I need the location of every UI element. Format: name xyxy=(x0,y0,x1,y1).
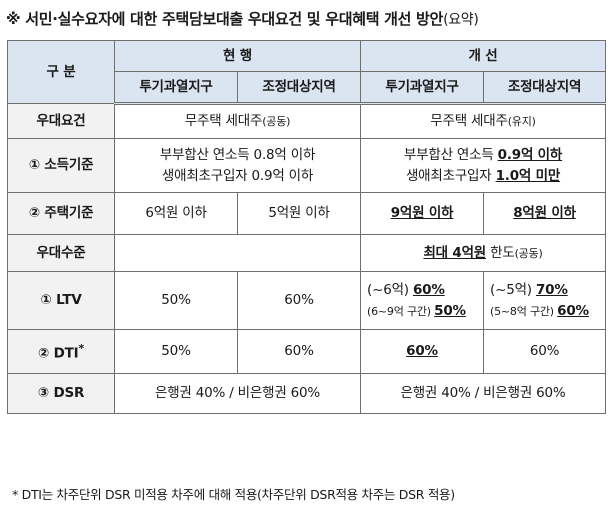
dti-footnote-mark: * xyxy=(78,342,85,356)
row-label-dti: ② DTI* xyxy=(7,329,115,374)
row-label-level: 우대수준 xyxy=(7,234,115,272)
income-current: 부부합산 연소득 0.8억 이하 생애최초구입자 0.9억 이하 xyxy=(113,138,362,193)
row-label-ltv: ① LTV xyxy=(7,271,115,330)
footnote: * DTI는 차주단위 DSR 미적용 차주에 대해 적용(차주단위 DSR적용… xyxy=(12,487,455,502)
dsr-improved: 은행권 40% / 비은행권 60% xyxy=(360,373,607,414)
row-label-income: ① 소득기준 xyxy=(7,138,115,193)
header-improved-zone1: 투기과열지구 xyxy=(360,71,485,105)
dsr-current: 은행권 40% / 비은행권 60% xyxy=(113,373,362,414)
requirements-improved: 무주택 세대주(유지) xyxy=(360,103,607,139)
table-row: ① LTV 50% 60% (~6억) 60% (6~9억 구간) 50% (~… xyxy=(7,271,607,330)
table-row: ① 소득기준 부부합산 연소득 0.8억 이하 생애최초구입자 0.9억 이하 … xyxy=(7,138,607,193)
title-suffix: (요약) xyxy=(443,12,479,28)
level-improved: 최대 4억원 한도(공동) xyxy=(360,234,607,272)
requirements-current: 무주택 세대주(공동) xyxy=(113,103,362,139)
header-current-zone1: 투기과열지구 xyxy=(114,71,238,105)
row-label-housing: ② 주택기준 xyxy=(7,192,115,235)
table-row: 우대요건 무주택 세대주(공동) 무주택 세대주(유지) xyxy=(7,103,607,139)
ltv-improved-zone1: (~6억) 60% (6~9억 구간) 50% xyxy=(360,271,485,330)
header-current-zone2: 조정대상지역 xyxy=(236,71,362,105)
header-category: 구 분 xyxy=(7,40,115,104)
row-label-dsr: ③ DSR xyxy=(7,373,115,414)
housing-current-zone2: 5억원 이하 xyxy=(236,192,362,235)
comparison-table: 구 분 현 행 개 선 투기과열지구 조정대상지역 투기과열지구 조정대상지역 … xyxy=(7,40,607,414)
income-improved: 부부합산 연소득 0.9억 이하 생애최초구입자 1.0억 미만 xyxy=(360,138,607,193)
dti-improved-zone1: 60% xyxy=(360,329,485,374)
housing-improved-zone1: 9억원 이하 xyxy=(360,192,485,235)
header-current: 현 행 xyxy=(113,40,362,72)
row-label-requirements: 우대요건 xyxy=(7,103,115,139)
table-row: ③ DSR 은행권 40% / 비은행권 60% 은행권 40% / 비은행권 … xyxy=(7,373,607,414)
housing-improved-zone2: 8억원 이하 xyxy=(483,192,607,235)
document-title: ※ 서민·실수요자에 대한 주택담보대출 우대요건 및 우대혜택 개선 방안(요… xyxy=(6,8,479,29)
housing-current-zone1: 6억원 이하 xyxy=(114,192,238,235)
table-row: 우대수준 최대 4억원 한도(공동) xyxy=(7,234,607,272)
header-improved: 개 선 xyxy=(360,40,607,72)
title-text: ※ 서민·실수요자에 대한 주택담보대출 우대요건 및 우대혜택 개선 방안 xyxy=(6,10,444,28)
level-current xyxy=(113,234,362,272)
ltv-current-zone2: 60% xyxy=(236,271,362,330)
dti-improved-zone2: 60% xyxy=(483,329,607,374)
header-improved-zone2: 조정대상지역 xyxy=(483,71,607,105)
dti-current-zone2: 60% xyxy=(236,329,362,374)
table-row: ② 주택기준 6억원 이하 5억원 이하 9억원 이하 8억원 이하 xyxy=(7,192,607,235)
table-row: ② DTI* 50% 60% 60% 60% xyxy=(7,329,607,374)
dti-current-zone1: 50% xyxy=(114,329,238,374)
ltv-improved-zone2: (~5억) 70% (5~8억 구간) 60% xyxy=(483,271,607,330)
ltv-current-zone1: 50% xyxy=(114,271,238,330)
